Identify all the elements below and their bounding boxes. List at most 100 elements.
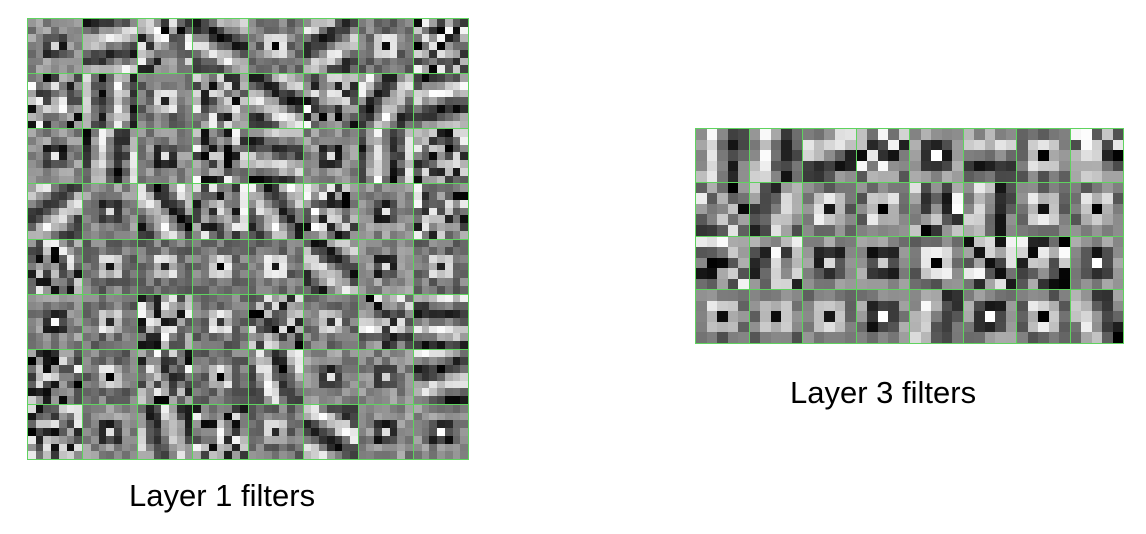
- filter-tile: [28, 349, 83, 404]
- filter-tile: [358, 294, 413, 349]
- filter-tile: [358, 404, 413, 459]
- filter-tile: [1017, 129, 1070, 182]
- filter-tile: [803, 182, 856, 236]
- filter-tile: [413, 19, 468, 74]
- filter-tile: [856, 290, 909, 343]
- filter-tile: [28, 404, 83, 459]
- filter-tile: [83, 404, 138, 459]
- filter-tile: [963, 182, 1016, 236]
- filter-tile: [803, 129, 856, 182]
- filter-tile: [413, 294, 468, 349]
- filter-tile: [358, 239, 413, 294]
- filter-tile: [749, 290, 802, 343]
- filter-tile: [1017, 182, 1070, 236]
- filter-tile: [963, 129, 1016, 182]
- filter-tile: [193, 294, 248, 349]
- filter-tile: [28, 294, 83, 349]
- filter-tile: [1070, 129, 1123, 182]
- filter-tile: [358, 129, 413, 184]
- filter-tile: [248, 239, 303, 294]
- filter-tile: [910, 129, 963, 182]
- filter-tile: [696, 290, 749, 343]
- filter-tile: [193, 349, 248, 404]
- filter-tile: [413, 184, 468, 239]
- filter-tile: [248, 294, 303, 349]
- filter-tile: [193, 239, 248, 294]
- filter-tile: [248, 19, 303, 74]
- filter-tile: [696, 236, 749, 290]
- filter-tile: [138, 129, 193, 184]
- filter-tile: [358, 184, 413, 239]
- filter-tile: [856, 129, 909, 182]
- filter-tile: [303, 294, 358, 349]
- filter-tile: [413, 349, 468, 404]
- filter-tile: [83, 184, 138, 239]
- filter-tile: [193, 19, 248, 74]
- filter-tile: [138, 19, 193, 74]
- filter-tile: [749, 236, 802, 290]
- filter-tile: [1070, 236, 1123, 290]
- filter-tile: [248, 74, 303, 129]
- filter-tile: [248, 184, 303, 239]
- filter-tile: [83, 74, 138, 129]
- filter-tile: [138, 404, 193, 459]
- filter-tile: [138, 349, 193, 404]
- filter-tile: [856, 236, 909, 290]
- layer1-caption: Layer 1 filters: [129, 478, 316, 513]
- filter-tile: [248, 349, 303, 404]
- layer3-filter-grid: [695, 128, 1124, 344]
- filter-tile: [910, 236, 963, 290]
- filter-tile: [193, 74, 248, 129]
- filter-tile: [1070, 182, 1123, 236]
- filter-tile: [193, 129, 248, 184]
- filter-tile: [803, 236, 856, 290]
- filter-tile: [83, 294, 138, 349]
- filter-tile: [193, 404, 248, 459]
- filter-tile: [83, 129, 138, 184]
- filter-tile: [303, 239, 358, 294]
- filter-tile: [1017, 290, 1070, 343]
- filter-tile: [749, 182, 802, 236]
- filter-tile: [138, 184, 193, 239]
- filter-tile: [28, 129, 83, 184]
- filter-tile: [963, 290, 1016, 343]
- filter-tile: [83, 239, 138, 294]
- filter-tile: [803, 290, 856, 343]
- filter-tile: [413, 404, 468, 459]
- filter-tile: [83, 19, 138, 74]
- filter-tile: [303, 349, 358, 404]
- filter-tile: [910, 290, 963, 343]
- filter-tile: [358, 349, 413, 404]
- filter-tile: [28, 184, 83, 239]
- filter-tile: [28, 19, 83, 74]
- filter-tile: [696, 182, 749, 236]
- filter-tile: [1070, 290, 1123, 343]
- filter-tile: [358, 19, 413, 74]
- filter-tile: [413, 239, 468, 294]
- filter-tile: [193, 184, 248, 239]
- filter-tile: [138, 294, 193, 349]
- filter-tile: [303, 404, 358, 459]
- filter-tile: [28, 74, 83, 129]
- filter-tile: [358, 74, 413, 129]
- filter-tile: [138, 74, 193, 129]
- filter-tile: [83, 349, 138, 404]
- filter-tile: [749, 129, 802, 182]
- filter-tile: [28, 239, 83, 294]
- filter-tile: [696, 129, 749, 182]
- filter-tile: [248, 129, 303, 184]
- filter-tile: [303, 184, 358, 239]
- layer1-filter-grid: [27, 18, 469, 460]
- filter-tile: [910, 182, 963, 236]
- filter-tile: [303, 74, 358, 129]
- filter-tile: [138, 239, 193, 294]
- filter-tile: [963, 236, 1016, 290]
- filter-tile: [413, 74, 468, 129]
- filter-tile: [303, 129, 358, 184]
- filter-tile: [856, 182, 909, 236]
- filter-tile: [303, 19, 358, 74]
- layer3-caption: Layer 3 filters: [790, 375, 977, 410]
- filter-tile: [1017, 236, 1070, 290]
- filter-tile: [248, 404, 303, 459]
- filter-tile: [413, 129, 468, 184]
